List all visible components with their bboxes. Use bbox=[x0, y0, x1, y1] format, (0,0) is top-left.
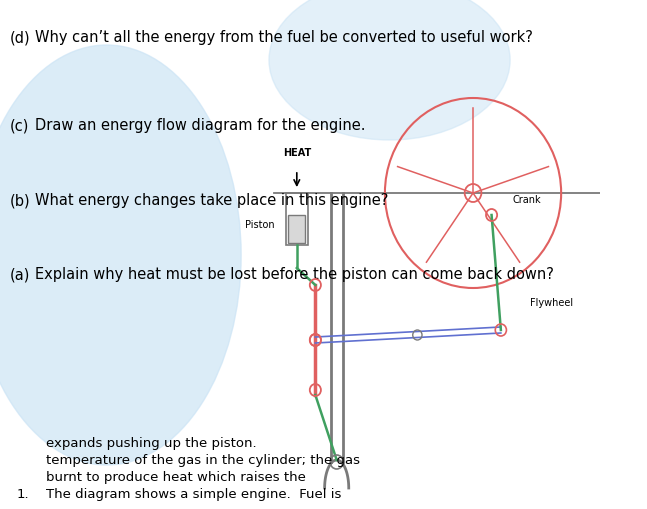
Ellipse shape bbox=[269, 0, 510, 140]
Text: Why can’t all the energy from the fuel be converted to useful work?: Why can’t all the energy from the fuel b… bbox=[35, 30, 533, 45]
Text: (c): (c) bbox=[9, 118, 28, 133]
Text: (b): (b) bbox=[9, 193, 30, 208]
Bar bbox=[286, 193, 308, 245]
Text: 1.: 1. bbox=[17, 488, 29, 501]
Text: Flywheel: Flywheel bbox=[530, 298, 573, 308]
Text: Explain why heat must be lost before the piston can come back down?: Explain why heat must be lost before the… bbox=[35, 267, 554, 282]
Text: Piston: Piston bbox=[245, 220, 274, 230]
Bar bbox=[289, 215, 305, 243]
Text: Draw an energy flow diagram for the engine.: Draw an energy flow diagram for the engi… bbox=[35, 118, 366, 133]
Text: (a): (a) bbox=[9, 267, 30, 282]
Text: burnt to produce heat which raises the: burnt to produce heat which raises the bbox=[47, 471, 306, 484]
Text: expands pushing up the piston.: expands pushing up the piston. bbox=[47, 437, 257, 450]
Ellipse shape bbox=[0, 45, 241, 465]
Text: (d): (d) bbox=[9, 30, 30, 45]
Text: Crank: Crank bbox=[513, 195, 542, 205]
Text: temperature of the gas in the cylinder; the gas: temperature of the gas in the cylinder; … bbox=[47, 454, 360, 467]
Text: HEAT: HEAT bbox=[283, 148, 311, 158]
Text: The diagram shows a simple engine.  Fuel is: The diagram shows a simple engine. Fuel … bbox=[47, 488, 342, 501]
Text: What energy changes take place in this engine?: What energy changes take place in this e… bbox=[35, 193, 389, 208]
